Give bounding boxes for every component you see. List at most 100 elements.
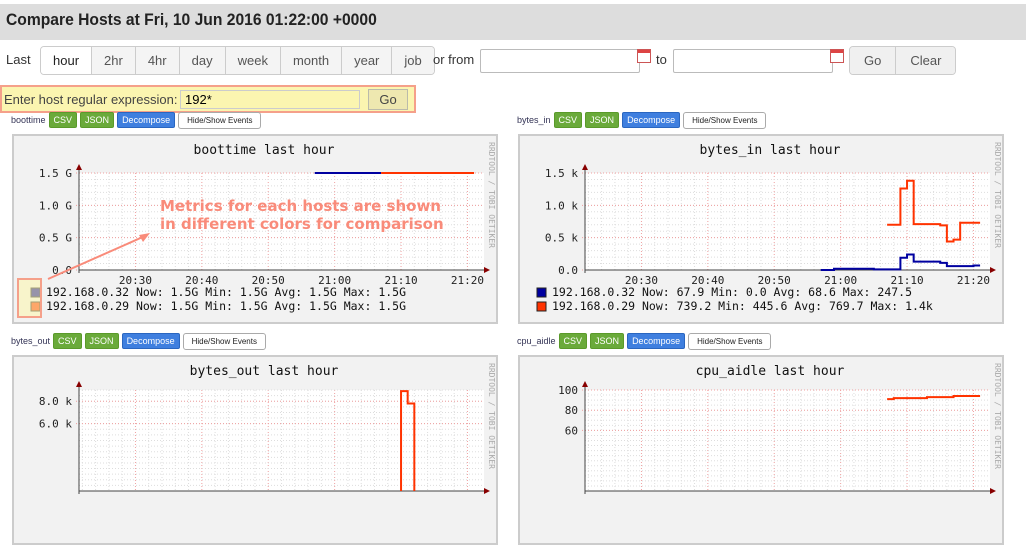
page-header: Compare Hosts at Fri, 10 Jun 2016 01:22:… (0, 4, 1026, 40)
series-line-192.168.0.29 (887, 179, 981, 243)
metric-name: cpu_aidle (517, 336, 556, 346)
decompose-button[interactable]: Decompose (121, 333, 180, 349)
calendar-icon[interactable] (637, 49, 651, 63)
range-job[interactable]: job (391, 47, 434, 74)
annotation-text: Metrics for each hosts are shown in diffe… (160, 197, 444, 233)
hide-show-events-button[interactable]: Hide/Show Events (182, 332, 266, 350)
y-tick-label: 60 (565, 424, 578, 437)
range-day[interactable]: day (178, 47, 225, 74)
decompose-button[interactable]: Decompose (627, 333, 686, 349)
x-axis-arrow (484, 488, 490, 494)
x-tick-label: 20:50 (758, 274, 791, 287)
y-tick-label: 100 (558, 384, 578, 397)
legend-highlight (17, 278, 42, 318)
legend-swatch (536, 301, 547, 312)
metric-name: boottime (11, 115, 46, 125)
legend-entry: 192.168.0.32 Now: 67.9 Min: 0.0 Avg: 68.… (552, 285, 912, 299)
csv-button[interactable]: CSV (48, 112, 78, 128)
host-regex-go-button[interactable]: Go (368, 89, 408, 110)
hide-show-events-button[interactable]: Hide/Show Events (688, 332, 772, 350)
y-tick-label: 6.0 k (39, 418, 72, 431)
y-tick-label: 1.5 G (39, 167, 72, 180)
rrdtool-watermark: RRDTOOL / TOBI OETIKER (487, 363, 496, 469)
range-year[interactable]: year (341, 47, 392, 74)
rrdtool-watermark: RRDTOOL / TOBI OETIKER (993, 363, 1002, 469)
csv-button[interactable]: CSV (53, 333, 82, 349)
range-selector: hour 2hr 4hr day week month year job (40, 46, 435, 75)
y-tick-label: 1.0 G (39, 199, 72, 212)
metric-name: bytes_in (517, 115, 551, 125)
y-tick-label: 0.5 k (545, 232, 578, 245)
range-week[interactable]: week (224, 47, 280, 74)
annotation-arrow (47, 233, 150, 280)
range-month[interactable]: month (279, 47, 342, 74)
y-axis-arrow (76, 164, 82, 170)
x-tick-label: 21:00 (318, 274, 351, 287)
json-button[interactable]: JSON (84, 333, 119, 349)
graph-bytes_in[interactable]: 0.0 0.5 k 1.0 k 1.5 k 20:30 20:40 20:50 21:00 21… (518, 134, 1004, 324)
graph-canvas: 0.0 0.5 k 1.0 k 1.5 k 20:30 20:40 20:50 21:00 21… (536, 142, 1002, 313)
graph-title: cpu_aidle last hour (696, 364, 845, 379)
clear-button[interactable]: Clear (895, 47, 956, 74)
page-title: Compare Hosts at Fri, 10 Jun 2016 01:22:… (6, 10, 377, 29)
graph-toolbar: cpu_aidle CSV JSON Decompose Hide/Show E… (517, 332, 772, 350)
graph-title: bytes_out last hour (190, 364, 339, 379)
y-tick-label: 80 (565, 404, 578, 417)
graph-title: boottime last hour (194, 143, 335, 158)
range-2hr[interactable]: 2hr (91, 47, 135, 74)
x-tick-label: 20:30 (119, 274, 152, 287)
to-date-input[interactable] (673, 49, 833, 73)
rrdtool-watermark: RRDTOOL / TOBI OETIKER (993, 142, 1002, 248)
calendar-icon[interactable] (830, 49, 844, 63)
x-tick-label: 20:40 (691, 274, 724, 287)
hide-show-events-button[interactable]: Hide/Show Events (683, 111, 767, 129)
legend-entry: 192.168.0.29 Now: 1.5G Min: 1.5G Avg: 1.… (46, 299, 406, 313)
range-hour[interactable]: hour (41, 47, 92, 74)
graph-title: bytes_in last hour (700, 143, 841, 158)
legend-entry: 192.168.0.32 Now: 1.5G Min: 1.5G Avg: 1.… (46, 285, 406, 299)
decompose-button[interactable]: Decompose (622, 112, 681, 128)
json-button[interactable]: JSON (80, 112, 115, 128)
metric-name: bytes_out (11, 336, 51, 346)
host-regex-input[interactable] (180, 90, 360, 109)
series-line-192.168.0.32 (820, 253, 981, 271)
go-button[interactable]: Go (850, 47, 896, 74)
graph-toolbar: bytes_out CSV JSON Decompose Hide/Show E… (11, 332, 266, 350)
x-axis-arrow (484, 267, 490, 273)
y-tick-label: 0.0 (558, 264, 578, 277)
x-tick-label: 21:00 (824, 274, 857, 287)
x-tick-label: 21:20 (451, 274, 484, 287)
decompose-button[interactable]: Decompose (117, 112, 176, 128)
series-line-192.168.0.29 (400, 390, 416, 491)
x-axis-arrow (990, 488, 996, 494)
graph-canvas: 0.0 0.5 G 1.0 G 1.5 G 20:30 20:40 20:50 21:00 21… (30, 142, 496, 313)
host-regex-label: Enter host regular expression: (4, 92, 178, 107)
y-axis-arrow (582, 164, 588, 170)
range-4hr[interactable]: 4hr (134, 47, 179, 74)
to-label: to (656, 52, 667, 67)
x-tick-label: 20:30 (625, 274, 658, 287)
y-axis-arrow (582, 381, 588, 387)
csv-button[interactable]: CSV (558, 333, 588, 349)
graph-toolbar: boottime CSV JSON Decompose Hide/Show Ev… (11, 111, 262, 129)
graph-boottime[interactable]: 0.0 0.5 G 1.0 G 1.5 G 20:30 20:40 20:50 21:00 21… (12, 134, 498, 324)
x-tick-label: 21:10 (890, 274, 923, 287)
hide-show-events-button[interactable]: Hide/Show Events (178, 111, 262, 129)
legend-swatch (536, 287, 547, 298)
json-button[interactable]: JSON (585, 112, 620, 128)
legend-entry: 192.168.0.29 Now: 739.2 Min: 445.6 Avg: … (552, 299, 933, 313)
x-tick-label: 20:40 (185, 274, 218, 287)
json-button[interactable]: JSON (590, 333, 625, 349)
x-tick-label: 21:20 (957, 274, 990, 287)
time-controls: Last hour 2hr 4hr day week month year jo… (0, 46, 1026, 75)
csv-button[interactable]: CSV (553, 112, 583, 128)
rrdtool-watermark: RRDTOOL / TOBI OETIKER (487, 142, 496, 248)
series-line-192.168.0.29 (887, 395, 981, 401)
graph-toolbar: bytes_in CSV JSON Decompose Hide/Show Ev… (517, 111, 767, 129)
y-tick-label: 1.5 k (545, 167, 578, 180)
x-axis-arrow (990, 267, 996, 273)
from-date-input[interactable] (480, 49, 640, 73)
y-tick-label: 0.5 G (39, 232, 72, 245)
y-tick-label: 1.0 k (545, 199, 578, 212)
date-actions: Go Clear (849, 46, 957, 75)
